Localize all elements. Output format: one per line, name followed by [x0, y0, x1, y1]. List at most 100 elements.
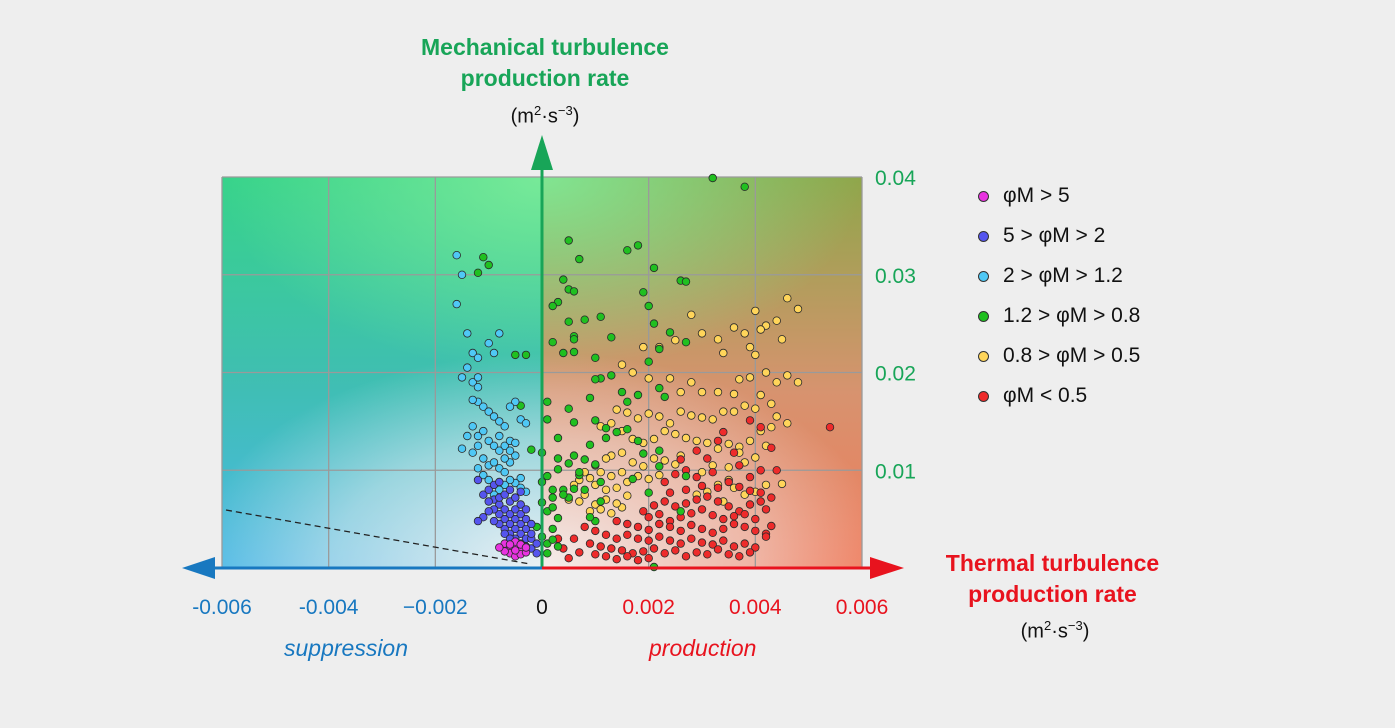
- point-s5-27: [767, 493, 776, 502]
- point-s4-81: [660, 456, 669, 465]
- legend-marker-0: [978, 190, 989, 202]
- point-s5-10: [671, 470, 680, 479]
- point-s2-48: [484, 475, 493, 485]
- point-s2-31: [479, 454, 488, 463]
- x-tick-label-6: 0.006: [836, 596, 889, 619]
- point-s2-56: [495, 431, 504, 441]
- point-s5-35: [724, 502, 733, 511]
- point-s4-48: [612, 405, 621, 414]
- legend-marker-3: [978, 310, 989, 322]
- point-s5-102: [575, 548, 584, 557]
- point-s4-94: [644, 474, 653, 484]
- point-s4-66: [772, 412, 781, 421]
- point-s3-75: [569, 484, 579, 493]
- point-s5-55: [644, 525, 653, 535]
- x-axis-left-arrow: [182, 557, 215, 579]
- point-s1-7: [511, 514, 520, 524]
- point-s5-41: [644, 513, 653, 522]
- point-s2-38: [516, 473, 525, 483]
- point-s1-48: [484, 507, 493, 516]
- point-s4-102: [671, 460, 680, 469]
- point-s2-15: [484, 407, 493, 416]
- point-s3-29: [559, 348, 568, 358]
- point-s4-33: [756, 390, 765, 400]
- point-s4-18: [628, 368, 637, 377]
- point-s2-55: [511, 438, 520, 448]
- point-s3-68: [564, 459, 573, 468]
- point-s4-2: [772, 316, 781, 325]
- point-s4-8: [697, 329, 707, 338]
- point-s1-42: [521, 505, 531, 514]
- legend-item-2: 2 > φM > 1.2: [978, 256, 1140, 296]
- x-tick-labels: -0.006 -0.004 −0.002 0 0.002 0.004 0.006: [192, 596, 888, 619]
- production-label: production: [649, 635, 757, 661]
- point-s4-107: [751, 453, 760, 462]
- point-s5-97: [713, 545, 723, 554]
- point-s3-51: [601, 424, 611, 433]
- point-s5-60: [697, 524, 707, 534]
- legend-label-0: φM > 5: [1003, 184, 1070, 207]
- point-s0-13: [505, 540, 515, 549]
- point-s5-1: [745, 416, 755, 425]
- point-s3-57: [639, 449, 648, 458]
- point-s5-108: [644, 554, 653, 563]
- point-s4-79: [639, 462, 648, 471]
- point-s4-44: [655, 412, 664, 421]
- point-s3-23: [639, 288, 648, 297]
- point-s4-45: [644, 409, 653, 418]
- point-s2-25: [500, 441, 509, 450]
- point-s5-73: [644, 536, 653, 545]
- point-s5-99: [735, 552, 744, 561]
- point-s4-6: [777, 335, 787, 344]
- point-s3-22: [681, 277, 691, 286]
- point-s4-14: [687, 310, 696, 319]
- point-s5-51: [751, 514, 760, 524]
- point-s4-60: [713, 444, 723, 453]
- point-s3-66: [580, 455, 589, 464]
- point-s4-7: [713, 335, 723, 344]
- point-s5-59: [687, 520, 696, 530]
- point-s4-85: [612, 483, 621, 492]
- point-s5-58: [676, 526, 685, 536]
- legend: φM > 5 5 > φM > 2 2 > φM > 1.2 1.2 > φM > 0…: [978, 176, 1140, 416]
- point-s1-12: [505, 519, 515, 529]
- point-s3-17: [596, 312, 605, 321]
- legend-item-5: φM < 0.5: [978, 376, 1140, 416]
- point-s4-77: [617, 468, 627, 477]
- point-s4-61: [724, 439, 733, 449]
- point-s3-43: [681, 338, 691, 347]
- point-s4-76: [607, 471, 616, 481]
- point-s2-8: [468, 378, 477, 387]
- point-s3-49: [569, 418, 579, 427]
- point-s5-49: [729, 512, 739, 521]
- y-tick-label-3: 0.04: [875, 167, 916, 190]
- point-s5-30: [671, 502, 680, 511]
- point-s4-4: [783, 294, 792, 303]
- point-s4-41: [687, 411, 696, 420]
- unit-exp2: −3: [557, 103, 573, 118]
- point-s4-56: [671, 429, 680, 439]
- point-s3-24: [644, 301, 653, 311]
- point-s4-78: [628, 458, 637, 467]
- point-s5-92: [660, 549, 669, 558]
- point-s3-92: [575, 468, 584, 477]
- point-s1-38: [500, 490, 509, 499]
- point-s3-61: [553, 433, 563, 443]
- point-s5-104: [601, 552, 611, 561]
- point-s3-93: [585, 513, 595, 522]
- point-s5-78: [697, 538, 707, 547]
- point-s5-82: [740, 539, 749, 548]
- point-s5-57: [665, 522, 675, 532]
- point-s3-60: [585, 440, 595, 449]
- point-s3-0: [708, 173, 717, 183]
- point-s4-84: [601, 485, 611, 494]
- point-s4-24: [697, 387, 707, 397]
- point-s4-43: [665, 419, 675, 428]
- point-s5-90: [639, 547, 648, 556]
- point-s5-53: [623, 519, 632, 529]
- point-s3-94: [596, 497, 605, 506]
- point-s4-86: [623, 491, 632, 500]
- point-s5-75: [665, 536, 675, 545]
- x-tick-label-1: -0.004: [299, 596, 359, 619]
